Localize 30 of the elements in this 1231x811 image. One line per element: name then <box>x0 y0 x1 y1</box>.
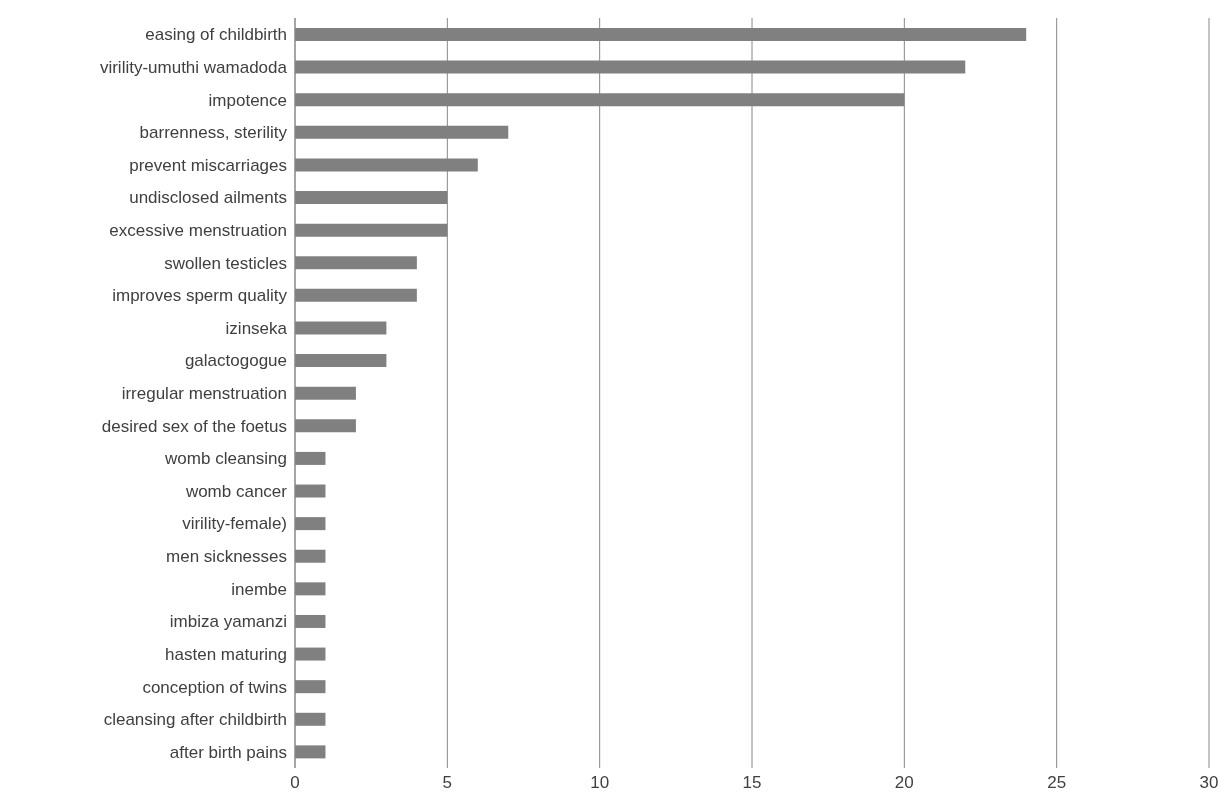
x-tick-label: 20 <box>894 773 914 793</box>
x-tick-label: 30 <box>1199 773 1219 793</box>
y-tick-label: womb cancer <box>184 481 288 501</box>
y-tick-label: virility-umuthi wamadoda <box>99 57 288 77</box>
y-tick-label: barrenness, sterility <box>139 123 288 143</box>
y-tick-label: imbiza yamanzi <box>169 612 287 632</box>
y-tick-label: galactogogue <box>184 351 287 371</box>
y-tick-label: cleansing after childbirth <box>103 710 287 730</box>
y-tick-label: prevent miscarriages <box>129 155 287 175</box>
y-tick-label: excessive menstruation <box>109 220 287 240</box>
x-tick-label: 25 <box>1047 773 1067 793</box>
y-tick-label: after birth pains <box>169 742 287 762</box>
y-tick-label: desired sex of the foetus <box>101 416 287 436</box>
y-tick-label: inembe <box>231 579 287 599</box>
y-tick-label: virility-female) <box>182 514 287 534</box>
y-tick-label: hasten maturing <box>165 644 287 664</box>
y-tick-label: undisclosed ailments <box>129 188 287 208</box>
y-tick-label: men sicknesses <box>166 547 287 567</box>
y-tick-label: izinseka <box>225 318 288 338</box>
y-tick-label: womb cleansing <box>164 449 287 469</box>
y-tick-label: easing of childbirth <box>145 25 287 45</box>
x-tick-label: 10 <box>590 773 610 793</box>
y-tick-label: swollen testicles <box>164 253 287 273</box>
y-tick-label: irregular menstruation <box>121 384 287 404</box>
y-tick-label: impotence <box>208 90 287 110</box>
y-tick-label: improves sperm quality <box>112 286 288 306</box>
x-tick-label: 0 <box>290 773 300 793</box>
x-tick-label: 5 <box>442 773 453 793</box>
x-tick-label: 15 <box>742 773 762 793</box>
y-tick-label: conception of twins <box>142 677 287 697</box>
